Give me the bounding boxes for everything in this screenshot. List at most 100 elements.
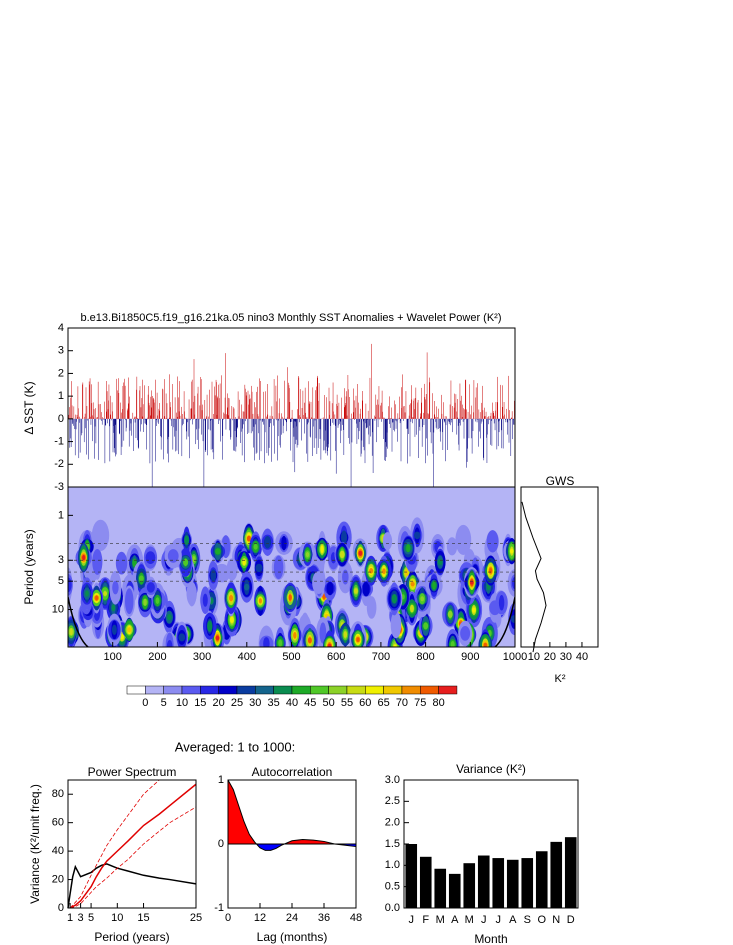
x-tick-label: D bbox=[567, 914, 575, 926]
x-tick-label: 900 bbox=[461, 651, 479, 663]
colorbar-label: 20 bbox=[213, 697, 225, 709]
y-tick-label: 1.0 bbox=[385, 859, 400, 871]
x-tick-label: 1000 bbox=[503, 651, 527, 663]
wavelet-contour bbox=[111, 624, 117, 636]
x-tick-label: M bbox=[465, 914, 474, 926]
colorbar-box bbox=[420, 685, 439, 695]
plot-frame bbox=[67, 327, 516, 488]
wavelet-contour bbox=[281, 535, 287, 551]
wavelet-contour bbox=[210, 569, 217, 582]
bar bbox=[419, 856, 432, 908]
colorbar-label: 60 bbox=[359, 697, 371, 709]
colorbar-label: 65 bbox=[377, 697, 389, 709]
y-tick-label: 3 bbox=[58, 345, 64, 357]
x-tick-label: 30 bbox=[560, 651, 572, 663]
y-tick-label: -1 bbox=[54, 435, 64, 447]
wavelet-contour bbox=[470, 580, 474, 585]
y-tick-label: -3 bbox=[54, 481, 64, 493]
colorbar-box bbox=[273, 685, 293, 695]
colorbar-label: 55 bbox=[341, 697, 353, 709]
colorbar-box bbox=[126, 685, 146, 695]
wavelet-contour bbox=[414, 531, 421, 540]
y-tick-label: -2 bbox=[54, 458, 64, 470]
x-tick-label: 300 bbox=[193, 651, 211, 663]
wavelet-contour bbox=[145, 551, 156, 565]
x-tick-label: M bbox=[436, 914, 445, 926]
wavelet-contour bbox=[307, 637, 312, 644]
wavelet-contour bbox=[242, 558, 246, 566]
wavelet-contour bbox=[155, 597, 160, 605]
x-tick-label: 10 bbox=[111, 912, 123, 924]
wavelet-contour bbox=[409, 604, 414, 613]
y-tick-label: 40 bbox=[52, 845, 64, 857]
colorbar-box bbox=[383, 685, 403, 695]
y-tick-label: 0 bbox=[58, 413, 64, 425]
wavelet-contour bbox=[186, 581, 197, 606]
x-tick-label: 36 bbox=[318, 912, 330, 924]
y-tick-label: 80 bbox=[52, 788, 64, 800]
wavelet-field bbox=[68, 487, 515, 647]
x-tick-label: J bbox=[496, 914, 502, 926]
colorbar-label: 15 bbox=[194, 697, 206, 709]
colorbar-box bbox=[218, 685, 238, 695]
colorbar-label: 45 bbox=[304, 697, 316, 709]
colorbar-box bbox=[291, 685, 311, 695]
chart-title: b.e13.Bi1850C5.f19_g16.21ka.05 nino3 Mon… bbox=[81, 312, 502, 324]
wavelet-contour bbox=[382, 568, 386, 574]
sst-positive bbox=[68, 343, 515, 419]
bar bbox=[434, 868, 447, 908]
wavelet-contour bbox=[273, 555, 284, 580]
wavelet-contour bbox=[447, 610, 453, 618]
wavelet-contour bbox=[226, 558, 238, 581]
wavelet-contour bbox=[183, 558, 189, 566]
wavelet-contour bbox=[366, 596, 377, 619]
wavelet-contour bbox=[264, 535, 271, 549]
x-tick-label: A bbox=[451, 914, 459, 926]
chart-title: GWS bbox=[546, 474, 575, 488]
colorbar-box bbox=[181, 685, 201, 695]
x-tick-label: A bbox=[509, 914, 517, 926]
x-tick-label: 100 bbox=[104, 651, 122, 663]
y-tick-label: 1 bbox=[58, 390, 64, 402]
y-tick-label: 3.0 bbox=[385, 774, 400, 786]
colorbar-box bbox=[255, 685, 274, 695]
wavelet-contour bbox=[253, 543, 258, 550]
wavelet-contour bbox=[91, 519, 110, 552]
y-tick-label: 2.5 bbox=[385, 795, 400, 807]
x-tick-label: 25 bbox=[190, 912, 202, 924]
y-tick-label: 0 bbox=[58, 902, 64, 914]
x-tick-label: 48 bbox=[350, 912, 362, 924]
wavelet-contour bbox=[358, 550, 363, 556]
y-tick-label: 60 bbox=[52, 817, 64, 829]
sst-trace bbox=[68, 343, 515, 487]
y-axis-label: Variance (K²/unit freq.) bbox=[28, 784, 42, 904]
y-tick-label: 5 bbox=[58, 575, 64, 587]
wavelet-contour bbox=[356, 637, 360, 642]
x-tick-label: J bbox=[409, 914, 415, 926]
x-tick-label: S bbox=[524, 914, 531, 926]
wavelet-contour bbox=[111, 604, 116, 612]
wavelet-contour bbox=[229, 616, 234, 623]
y-tick-label: 1.5 bbox=[385, 838, 400, 850]
bar bbox=[477, 855, 490, 908]
colorbar-box bbox=[145, 685, 164, 695]
wavelet-contour bbox=[127, 627, 132, 633]
wavelet-contour bbox=[432, 581, 436, 590]
wavelet-contour bbox=[146, 582, 155, 593]
y-tick-label: 4 bbox=[58, 322, 64, 334]
colorbar-box bbox=[346, 685, 366, 695]
y-tick-label: 1 bbox=[218, 774, 224, 786]
x-tick-label: O bbox=[537, 914, 546, 926]
wavelet-contour bbox=[341, 530, 348, 545]
cone-of-influence bbox=[68, 596, 515, 647]
x-tick-label: 200 bbox=[148, 651, 166, 663]
wavelet-contour bbox=[103, 591, 108, 596]
gws-line bbox=[521, 501, 547, 653]
x-tick-label: 20 bbox=[544, 651, 556, 663]
colorbar-box bbox=[310, 685, 329, 695]
x-tick-label: 0 bbox=[225, 912, 231, 924]
wavelet-contour bbox=[207, 620, 213, 632]
colorbar-label: 80 bbox=[432, 697, 444, 709]
wavelet-contour bbox=[95, 595, 99, 601]
bar bbox=[506, 859, 519, 908]
